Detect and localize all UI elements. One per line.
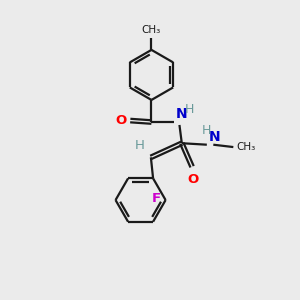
Text: CH₃: CH₃ (142, 25, 161, 34)
Text: H: H (134, 139, 144, 152)
Text: O: O (115, 114, 126, 127)
Text: O: O (188, 173, 199, 186)
Text: F: F (152, 192, 161, 205)
Text: N: N (176, 107, 187, 121)
Text: H: H (202, 124, 212, 137)
Text: CH₃: CH₃ (237, 142, 256, 152)
Text: H: H (185, 103, 194, 116)
Text: N: N (209, 130, 220, 143)
